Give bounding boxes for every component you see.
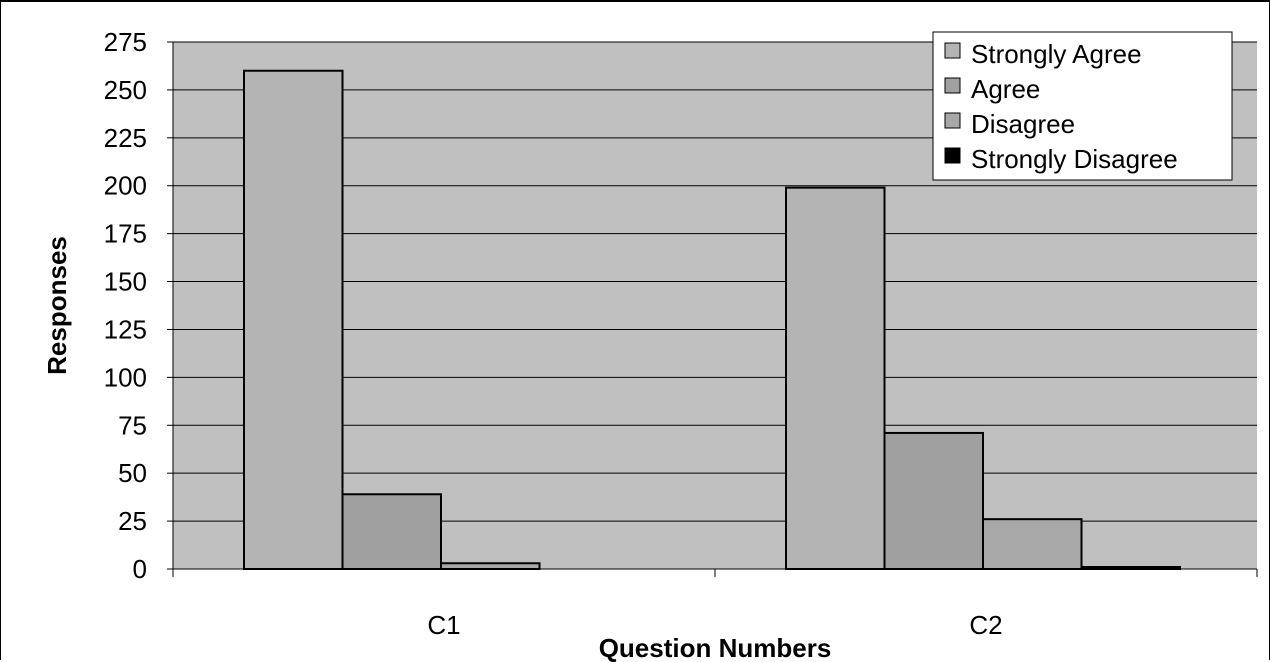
x-tick-label: C1: [427, 610, 460, 640]
bar-c2-strongly-agree: [785, 186, 886, 570]
legend-label: Strongly Disagree: [971, 144, 1178, 174]
x-tick-label: C2: [969, 610, 1002, 640]
bars: [243, 69, 1181, 571]
y-tick-label: 75: [118, 410, 147, 440]
legend-swatch: [944, 42, 961, 59]
y-tick-labels: 0 25 50 75 100 125 150 175 200 225 250 275: [104, 27, 147, 584]
axes: [167, 41, 1258, 577]
x-axis-title: Question Numbers: [599, 633, 832, 662]
x-tick-labels: C1 C2: [427, 610, 1002, 640]
legend-swatch: [944, 77, 961, 94]
legend: Strongly Agree Agree Disagree Strongly Disa…: [932, 31, 1233, 181]
y-tick-label: 275: [104, 27, 147, 57]
bar-c2-disagree: [982, 518, 1083, 571]
legend-label: Disagree: [971, 109, 1075, 139]
y-tick-label: 250: [104, 75, 147, 105]
y-tick-label: 150: [104, 267, 147, 297]
y-tick-label: 225: [104, 123, 147, 153]
bar-c1-disagree: [440, 562, 541, 571]
legend-label: Strongly Agree: [971, 39, 1142, 69]
y-tick-label: 125: [104, 314, 147, 344]
legend-box: [932, 31, 1233, 181]
bar-c1-agree: [341, 493, 442, 570]
y-tick-label: 200: [104, 171, 147, 201]
bar-c2-agree: [883, 431, 984, 570]
legend-swatch: [944, 147, 961, 164]
y-tick-label: 175: [104, 219, 147, 249]
y-tick-label: 25: [118, 506, 147, 536]
y-tick-label: 100: [104, 362, 147, 392]
y-tick-label: 50: [118, 458, 147, 488]
bar-c1-strongly-agree: [243, 69, 344, 570]
legend-swatch: [944, 112, 961, 129]
y-tick-label: 0: [133, 554, 147, 584]
y-axis-title: Responses: [42, 236, 72, 375]
legend-label: Agree: [971, 74, 1040, 104]
